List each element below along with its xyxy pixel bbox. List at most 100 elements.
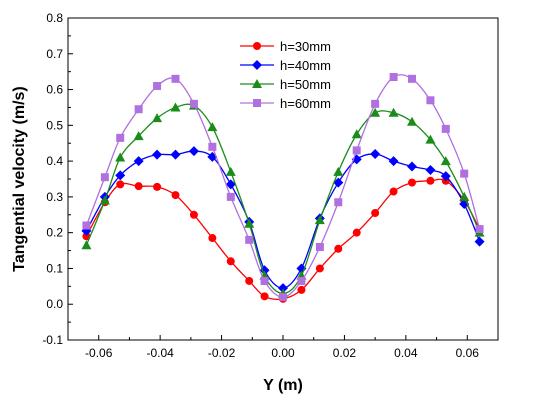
data-point [408,178,416,187]
data-point [115,170,126,181]
data-point [152,113,163,123]
data-point [426,96,435,105]
series-line [85,178,481,300]
data-point [334,244,343,253]
y-tick-label: 0.8 [46,11,63,25]
data-point [371,208,380,217]
data-point [99,195,110,205]
x-tick-label: -0.04 [146,346,174,360]
legend-marker [253,99,261,107]
x-axis: -0.06 -0.04 -0.02 0.00 0.02 0.04 0.06 [85,335,479,360]
data-point [82,232,91,241]
data-point [352,228,361,237]
data-point [81,240,92,250]
data-point [388,107,399,117]
legend-marker [253,42,261,50]
data-point [244,218,255,228]
data-point [315,264,324,273]
data-point [333,177,344,188]
y-tick-label: -0.1 [42,333,63,347]
data-point [170,149,181,160]
data-point [153,81,162,90]
data-point [134,182,143,191]
x-tick-label: 0.04 [394,346,418,360]
series-layer [81,73,485,303]
data-point [260,292,269,301]
data-point [171,74,180,83]
data-point [370,148,381,159]
data-point [459,191,470,201]
data-point [475,225,484,234]
legend-marker [252,79,262,88]
x-tick-label: 0.06 [456,346,480,360]
data-point [314,215,325,225]
data-point [189,99,198,108]
data-point [333,166,344,176]
data-point [226,192,235,201]
data-point [370,107,381,117]
x-axis-title: Y (m) [263,377,303,394]
x-tick-label: 0.02 [333,346,357,360]
data-point [188,146,199,157]
data-point [153,182,162,191]
data-point [100,173,109,182]
y-tick-label: 0.7 [46,47,63,61]
data-point [116,180,125,189]
series-line [85,150,481,289]
data-point [245,235,254,244]
data-point [371,99,380,108]
y-tick-label: 0.0 [46,297,63,311]
x-tick-label: -0.06 [85,346,113,360]
x-tick-label: -0.02 [208,346,236,360]
data-point [171,191,180,200]
data-point [260,276,269,285]
data-point [208,142,217,151]
data-point [425,134,436,144]
y-tick-label: 0.1 [46,261,63,275]
data-point [134,105,143,114]
legend-label: h=30mm [280,39,331,54]
data-point [388,156,399,167]
data-point [207,122,218,132]
data-point [426,176,435,185]
legend-marker [252,60,262,70]
x-tick-label: 0.00 [271,346,295,360]
data-point [152,149,163,160]
y-tick-label: 0.4 [46,154,63,168]
data-point [170,102,181,112]
legend-label: h=50mm [280,77,331,92]
data-point [133,131,144,141]
data-point [460,169,469,178]
y-axis-title: Tangential velocity (m/s) [11,86,28,272]
data-point [352,146,361,155]
data-point [133,156,144,167]
legend-label: h=40mm [280,58,331,73]
series-h=50mm [81,100,485,298]
y-tick-label: 0.2 [46,226,63,240]
series-h=40mm [81,146,485,294]
data-point [115,152,126,162]
data-point [407,116,417,126]
y-tick-label: 0.3 [46,190,63,204]
y-tick-label: 0.6 [46,83,63,97]
data-point [225,166,236,176]
data-point [408,74,416,83]
data-point [297,285,306,294]
data-point [82,221,91,230]
data-point [334,198,343,207]
data-point [279,293,287,302]
data-point [389,73,398,82]
data-point [441,124,450,133]
series-line [85,103,481,295]
series-h=60mm [82,73,484,302]
data-point [440,171,451,182]
legend: h=30mm h=40mm h=50mm h=60mm [240,39,331,111]
data-point [389,187,398,196]
data-point [315,242,324,251]
legend-label: h=60mm [280,96,331,111]
data-point [440,156,451,166]
data-point [351,129,362,139]
data-point [225,179,236,190]
data-point [226,257,235,266]
